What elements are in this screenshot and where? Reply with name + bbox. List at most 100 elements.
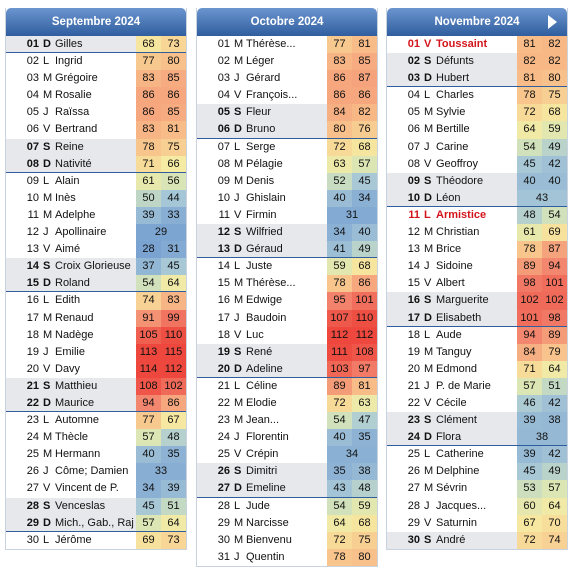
- coefficient: 82: [352, 104, 377, 122]
- day-number: 08: [26, 157, 39, 170]
- coefficient: 81: [352, 36, 377, 54]
- coefficient: 84: [517, 343, 542, 361]
- day-label: 28 J Jacques...: [387, 498, 517, 515]
- coefficient: 67: [161, 412, 186, 430]
- weekday: L: [234, 140, 241, 153]
- coefficient: 64: [161, 514, 186, 531]
- coefficient: 45: [136, 497, 161, 515]
- coefficient: 57: [136, 429, 161, 447]
- saint-name: Christian: [436, 226, 480, 239]
- saint-name: Thérèse...: [246, 38, 296, 50]
- weekday: D: [234, 362, 242, 375]
- saint-name: François...: [246, 89, 298, 102]
- weekday: M: [234, 277, 244, 290]
- coefficient: 68: [352, 514, 377, 532]
- weekday: L: [43, 294, 50, 307]
- day-row: 14 L Juste 59 68: [197, 258, 377, 276]
- coefficient: 75: [352, 531, 377, 549]
- day-row: 04 V François... 86 86: [197, 87, 377, 105]
- saint-name: Vincent de P.: [55, 482, 119, 495]
- coefficient: 108: [136, 377, 161, 395]
- weekday: J: [234, 72, 240, 85]
- day-row: 05 S Fleur 84 82: [197, 104, 377, 122]
- day-row: 24 J Florentin 40 35: [197, 429, 377, 447]
- day-label: 07 L Serge: [197, 139, 327, 156]
- weekday: M: [234, 294, 244, 307]
- day-number: 02: [217, 55, 230, 68]
- weekday: V: [424, 516, 432, 529]
- coefficient: 108: [352, 343, 377, 361]
- saint-name: Bertrand: [55, 123, 98, 136]
- coefficient: 66: [161, 155, 186, 172]
- coefficient: 86: [136, 104, 161, 122]
- coefficient: 40: [327, 189, 352, 207]
- saint-name: Wilfried: [246, 226, 283, 239]
- coefficient: 42: [542, 446, 567, 464]
- day-number: 03: [26, 72, 39, 85]
- day-row: 16 M Edwige 95 101: [197, 292, 377, 310]
- day-label: 26 J Côme; Damien: [6, 463, 136, 480]
- day-label: 15 D Roland: [6, 275, 136, 292]
- weekday: J: [234, 431, 240, 444]
- saint-name: Flora: [436, 431, 462, 444]
- coefficient: 64: [542, 497, 567, 515]
- day-number: 03: [407, 72, 420, 85]
- day-row: 01 M Thérèse... 77 81: [197, 36, 377, 54]
- coefficient: 34: [327, 224, 352, 242]
- day-row: 31 J Quentin 78 80: [197, 548, 377, 566]
- weekday: M: [234, 516, 244, 529]
- coefficient: 83: [327, 53, 352, 71]
- day-number: 13: [26, 243, 39, 256]
- day-number: 05: [217, 106, 230, 119]
- day-label: 20 D Adeline: [197, 360, 327, 377]
- weekday: D: [43, 277, 51, 290]
- saint-name: Roland: [55, 277, 90, 290]
- day-label: 28 S Venceslas: [6, 497, 136, 515]
- weekday: M: [43, 311, 53, 324]
- coefficient: 42: [542, 155, 567, 173]
- saint-name: Davy: [55, 362, 81, 375]
- day-label: 21 S Matthieu: [6, 377, 136, 395]
- coefficient: 73: [161, 36, 186, 53]
- weekday: M: [234, 533, 244, 546]
- day-row: 14 J Sidoine 89 94: [387, 258, 567, 276]
- saint-name: Venceslas: [55, 499, 106, 512]
- coefficient: 78: [327, 275, 352, 293]
- weekday: D: [234, 243, 242, 256]
- day-label: 15 V Albert: [387, 275, 517, 292]
- coefficient: 69: [136, 531, 161, 549]
- next-arrow[interactable]: [548, 15, 557, 29]
- coefficient: 40: [136, 446, 161, 464]
- day-label: 25 M Hermann: [6, 446, 136, 463]
- saint-name: Maurice: [55, 396, 95, 409]
- saint-name: Hermann: [55, 448, 101, 461]
- day-number: 27: [407, 482, 420, 495]
- weekday: J: [43, 465, 49, 478]
- coefficient: 77: [327, 36, 352, 54]
- day-number: 29: [26, 516, 39, 529]
- day-row: 27 D Emeline 43 48: [197, 480, 377, 498]
- coefficient: 99: [161, 309, 186, 327]
- coefficient: 53: [517, 480, 542, 498]
- coefficient: 60: [517, 497, 542, 515]
- weekday: L: [424, 448, 431, 461]
- saint-name: Clément: [436, 414, 477, 427]
- coefficient: 31: [327, 206, 377, 225]
- coefficient: 101: [352, 292, 377, 310]
- day-label: 05 S Fleur: [197, 104, 327, 122]
- day-number: 10: [26, 191, 39, 204]
- day-label: 15 M Thérèse...: [197, 275, 327, 292]
- weekday: D: [424, 431, 432, 444]
- saint-name: Luc: [246, 328, 264, 341]
- coefficient: 72: [517, 104, 542, 122]
- saint-name: Rosalie: [55, 89, 92, 102]
- coefficient: 38: [542, 412, 567, 430]
- weekday: D: [43, 516, 51, 529]
- coefficient: 102: [542, 292, 567, 310]
- weekday: L: [43, 174, 50, 187]
- weekday: J: [43, 226, 49, 239]
- coefficient: 45: [517, 155, 542, 173]
- day-number: 10: [217, 191, 230, 204]
- coefficient: 112: [327, 326, 352, 344]
- coefficient: 54: [517, 138, 542, 156]
